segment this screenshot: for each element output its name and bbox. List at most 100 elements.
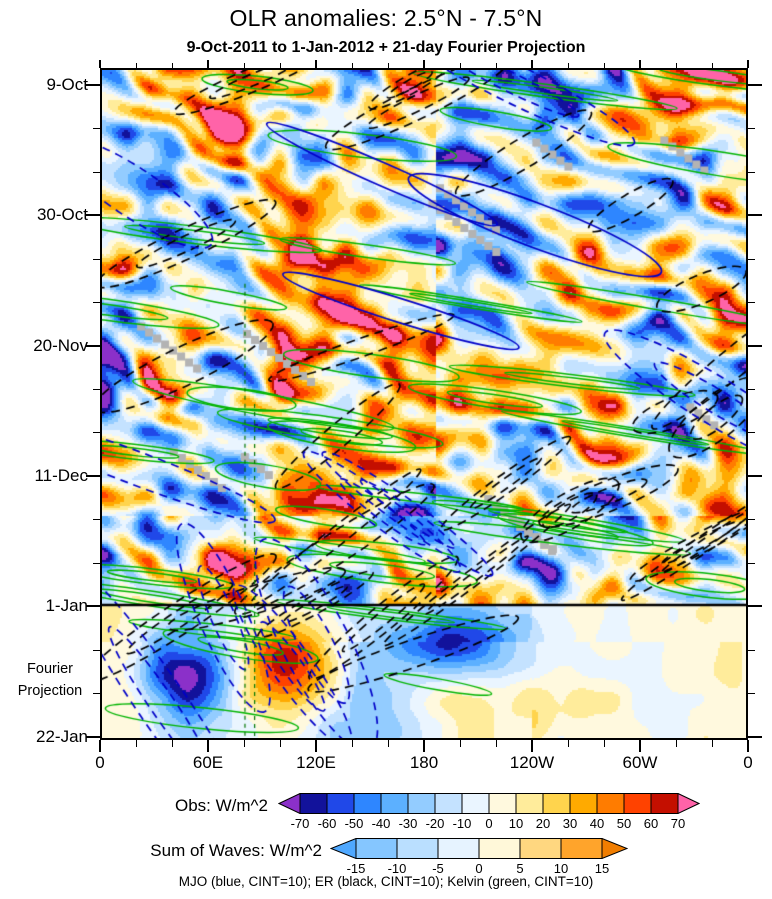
y-minor-tick-mark [748,562,755,564]
fourier-projection-annotation: Fourier Projection [17,661,83,699]
colorbar-tick-label: -70 [290,816,310,831]
y-minor-tick-mark [93,693,100,695]
x-tick-mark [747,740,749,752]
x-tick-label: 0 [743,753,753,772]
colorbar-segment [569,793,598,814]
colorbar-segment [353,793,382,814]
colorbar-segment [519,838,562,859]
colorbar-tick-label: -20 [425,816,445,831]
colorbar-segment [488,793,517,814]
colorbar-svg [329,837,629,860]
colorbar-tick-label: -60 [317,816,337,831]
y-tick-mark [748,83,762,86]
colorbar-tick-label: 0 [475,861,483,876]
x-minor-tick-mark [496,740,497,747]
x-tick-mark [207,740,209,752]
y-tick-mark [86,214,100,217]
y-tick-mark [748,735,762,738]
y-minor-tick-mark [748,258,755,260]
y-minor-tick-mark [93,649,100,651]
colorbar-tick-label: 40 [589,816,605,831]
colorbar-tick-label: 70 [670,816,686,831]
x-tick-mark [423,60,425,68]
y-tick-mark [748,474,762,477]
obs-colorbar: -70 -60 -50 -40 -30 -20 -10 0 10 20 30 40 50 60 70 [277,792,708,835]
y-tick-mark [86,474,100,477]
y-minor-tick-mark [93,388,100,390]
y-minor-tick-mark [748,388,755,390]
y-tick-label: 20-Nov [33,335,88,355]
x-minor-tick-mark [352,740,353,747]
y-minor-tick-mark [93,302,100,304]
x-minor-tick-mark [244,740,245,747]
y-minor-tick-mark [93,128,100,130]
colorbar-segment [596,793,625,814]
x-tick-label: 0 [95,753,105,772]
x-minor-tick-mark [388,740,389,747]
y-tick-mark [86,605,100,608]
obs-colorbar-label: Obs: W/m^2 [175,796,268,815]
colorbar-segment [380,793,409,814]
x-minor-tick-mark [244,63,245,68]
y-minor-tick-mark [748,649,755,651]
colorbar-tick-label: 10 [508,816,524,831]
colorbar-tick-label: 5 [516,861,524,876]
colorbar-segment [461,793,490,814]
colorbar-segment [329,837,357,860]
y-minor-tick-mark [748,302,755,304]
colorbar-tick-label: 30 [562,816,578,831]
y-tick-mark [748,605,762,608]
x-minor-tick-mark [568,740,569,747]
x-minor-tick-mark [136,740,137,747]
colorbar-segment [299,793,328,814]
x-minor-tick-mark [676,63,677,68]
chart-title: OLR anomalies: 2.5°N - 7.5°N [229,5,543,31]
x-minor-tick-mark [604,740,605,747]
colorbar-segment [434,793,463,814]
colorbar-segment [355,838,398,859]
colorbar-tick-label: -30 [398,816,418,831]
x-minor-tick-mark [280,63,281,68]
x-tick-mark [99,60,101,68]
y-tick-mark [86,344,100,347]
colorbar-svg [277,792,701,815]
colorbar-tick-label: 20 [535,816,551,831]
colorbar-tick-label: 0 [485,816,493,831]
colorbar-segment [601,837,629,860]
olr-anomaly-field-canvas [102,70,746,738]
x-tick-mark [315,60,317,68]
x-minor-tick-mark [388,63,389,68]
y-minor-tick-mark [93,432,100,434]
x-tick-label: 120W [509,753,555,772]
x-minor-tick-mark [496,63,497,68]
y-tick-label: 1-Jan [45,596,88,616]
y-minor-tick-mark [748,519,755,521]
x-minor-tick-mark [712,63,713,68]
x-minor-tick-mark [136,63,137,68]
colorbar-tick-label: 50 [616,816,632,831]
x-minor-tick-mark [172,740,173,747]
x-tick-mark [315,740,317,752]
colorbar-segment [407,793,436,814]
y-minor-tick-mark [748,128,755,130]
colorbar-tick-label: -40 [371,816,391,831]
colorbar-segment [560,838,603,859]
colorbar-tick-label: -5 [432,861,444,876]
x-minor-tick-mark [568,63,569,68]
colorbar-segment [326,793,355,814]
colorbar-segment [437,838,480,859]
y-minor-tick-mark [748,171,755,173]
colorbar-segment [478,838,521,859]
x-minor-tick-mark [712,740,713,747]
plot-area [100,68,748,740]
x-minor-tick-mark [604,63,605,68]
waves-colorbar: -15 -10 -5 0 5 10 15 [329,837,640,880]
y-tick-mark [86,83,100,86]
colorbar-segment [623,793,652,814]
contour-legend-caption: MJO (blue, CINT=10); ER (black, CINT=10)… [178,874,594,889]
colorbar-segment [650,793,679,814]
colorbar-tick-label: 60 [643,816,659,831]
y-minor-tick-mark [748,693,755,695]
x-minor-tick-mark [280,740,281,747]
x-tick-mark [207,60,209,68]
